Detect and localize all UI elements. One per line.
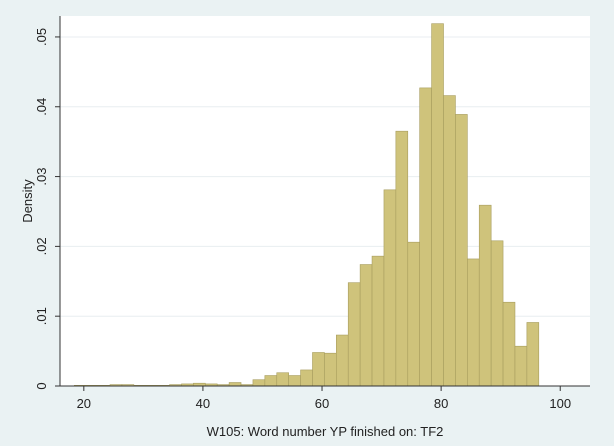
- y-tick-label: .02: [34, 237, 49, 255]
- x-tick-label: 60: [315, 396, 329, 411]
- histogram-bar: [443, 95, 456, 387]
- histogram-bar: [383, 189, 397, 387]
- histogram-bar: [478, 204, 492, 387]
- histogram-bar: [347, 282, 361, 387]
- histogram-bar: [455, 114, 468, 387]
- bars: [73, 23, 540, 387]
- histogram-bar: [324, 352, 337, 387]
- x-tick-label: 80: [434, 396, 448, 411]
- histogram-bar: [502, 301, 516, 387]
- histogram-bar: [312, 352, 325, 387]
- histogram-bar: [490, 240, 504, 387]
- y-tick-label: .05: [34, 28, 49, 46]
- axes: 0 .01 .02 .03 .04 .05 20 40 60 80 100: [34, 16, 590, 411]
- histogram-bar: [359, 264, 373, 387]
- y-tick-label: .04: [34, 98, 49, 116]
- histogram-bar: [514, 345, 528, 387]
- histogram-bar: [336, 334, 349, 387]
- histogram-bar: [526, 322, 540, 387]
- x-tick-label: 20: [77, 396, 91, 411]
- histogram-bar: [300, 369, 313, 387]
- histogram-bar: [288, 375, 301, 387]
- y-tick-label: .03: [34, 168, 49, 186]
- histogram-bar: [467, 258, 480, 387]
- histogram-bar: [264, 375, 278, 387]
- x-tick-label: 40: [196, 396, 210, 411]
- y-tick-label: .01: [34, 307, 49, 325]
- histogram-bar: [419, 87, 432, 387]
- histogram-bar: [431, 23, 444, 387]
- histogram-bar: [252, 379, 266, 387]
- x-tick-label: 100: [549, 396, 571, 411]
- histogram-bar: [228, 382, 242, 387]
- y-axis-title: Density: [20, 179, 35, 223]
- y-tick-label: 0: [34, 382, 49, 389]
- histogram-bar: [371, 255, 385, 387]
- histogram-bar: [395, 130, 409, 387]
- histogram-bar: [276, 372, 289, 387]
- histogram-bar: [407, 241, 420, 387]
- x-axis-title: W105: Word number YP finished on: TF2: [207, 424, 444, 439]
